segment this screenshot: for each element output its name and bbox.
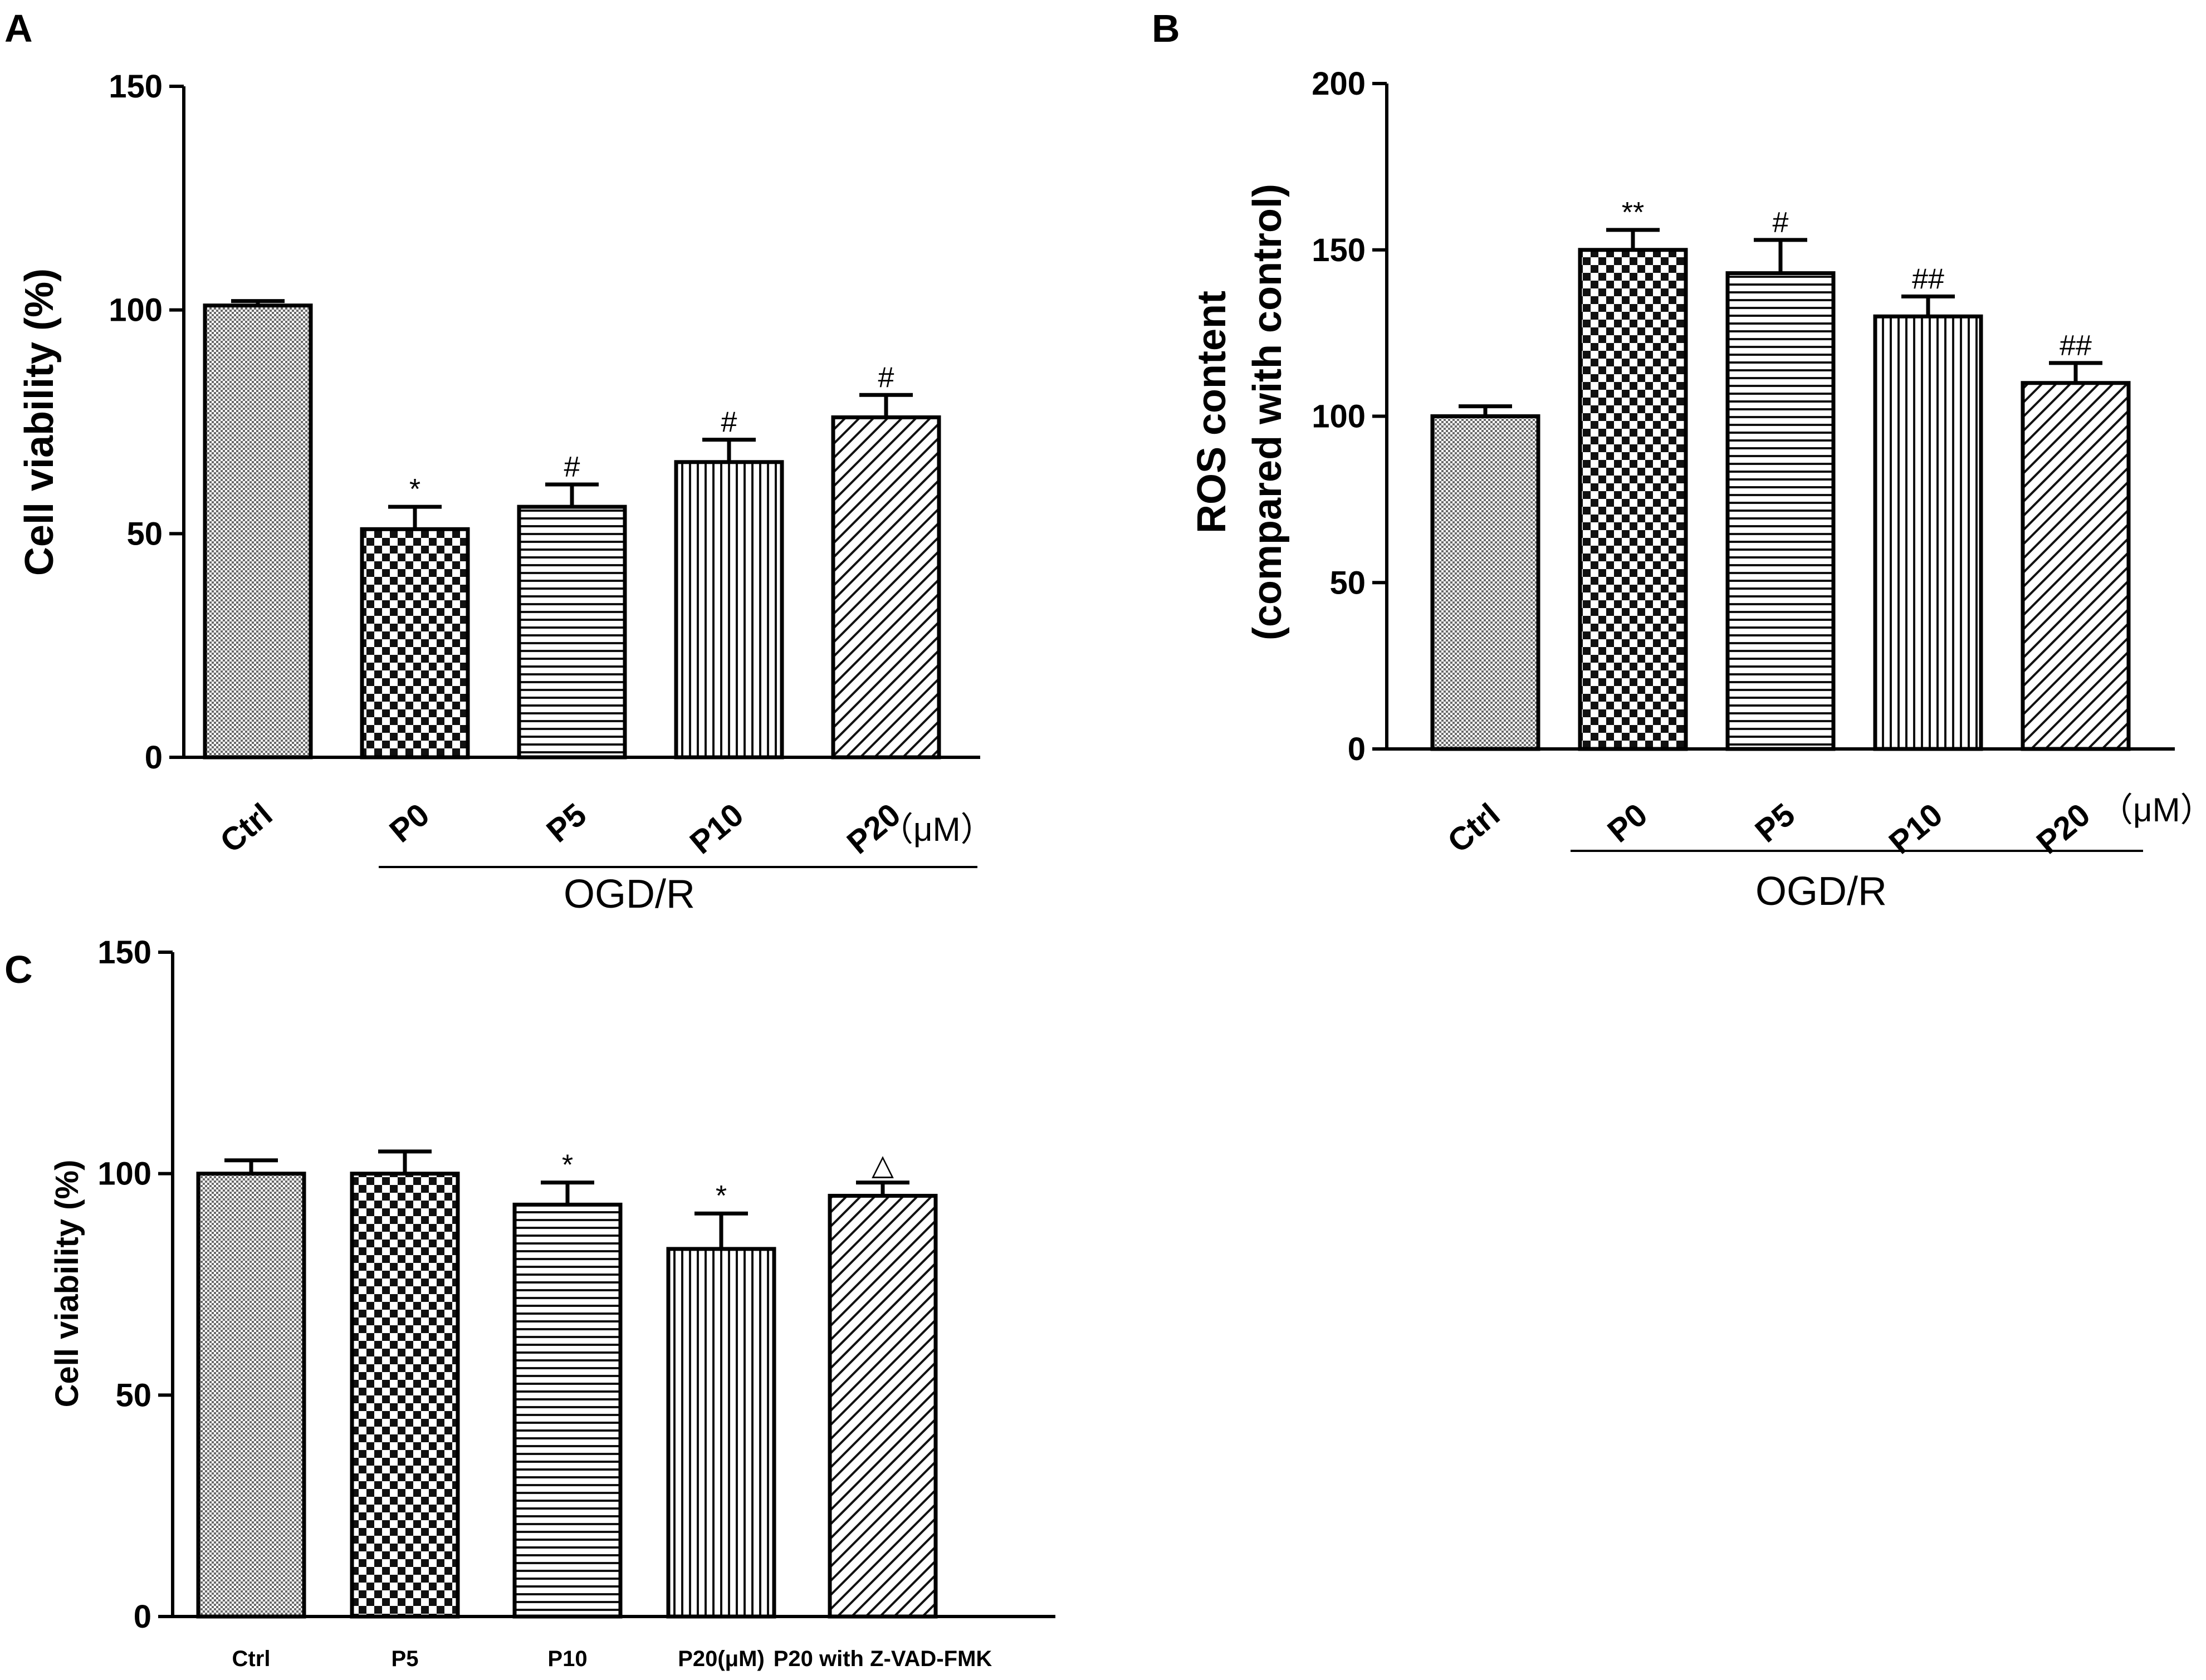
panel-a-unit-label: （μM） xyxy=(880,811,994,848)
panel-c-category-label: P5 xyxy=(392,1647,419,1671)
panel-a-ytick-label: 50 xyxy=(126,516,163,552)
panel-b-ytick-label: 150 xyxy=(1312,232,1366,268)
panel-b-letter: B xyxy=(1152,7,1180,50)
panel-a-y-label: Cell viability (%) xyxy=(17,268,62,576)
panel-b-bar xyxy=(1578,248,1688,751)
panel-b-significance: ## xyxy=(1912,263,1944,295)
panel-b-y-label-line1: ROS content xyxy=(1190,291,1234,533)
panel-b-category-label: P5 xyxy=(1748,796,1802,849)
panel-b-category-label: Ctrl xyxy=(1441,796,1506,860)
panel-c-bar xyxy=(666,1247,776,1619)
panel-b-bar xyxy=(2021,381,2131,751)
panel-b-bar xyxy=(1725,271,1836,751)
panel-a-bar xyxy=(517,505,627,760)
panel-a-category-label: P0 xyxy=(383,796,436,849)
panel-c-ytick-label: 50 xyxy=(115,1377,151,1413)
panel-c-y-label: Cell viability (%) xyxy=(49,1160,85,1408)
panel-c-bar xyxy=(828,1193,938,1619)
panel-b-significance: # xyxy=(1773,207,1789,239)
panel-a-significance: # xyxy=(564,451,580,483)
panel-a-group-label: OGD/R xyxy=(564,872,695,917)
panel-a-category-label: Ctrl xyxy=(213,796,279,860)
panel-b-significance: ** xyxy=(1622,197,1644,229)
panel-c-significance: △ xyxy=(872,1149,894,1182)
panel-c-letter: C xyxy=(4,948,33,991)
panel-a-category-label: P10 xyxy=(683,796,751,861)
panel-b-ytick-label: 0 xyxy=(1348,731,1366,767)
panel-a-significance: * xyxy=(409,473,420,506)
panel-b-group-label: OGD/R xyxy=(1755,869,1887,914)
panel-a: A 0 50 100 150 Cell viability (%) Ctrl * P0 # P5 # P… xyxy=(4,7,994,917)
panel-c-bar xyxy=(350,1172,460,1619)
panel-c-ytick-label: 100 xyxy=(97,1156,151,1192)
panel-c-category-label: Ctrl xyxy=(232,1647,271,1671)
panel-c-category-label: P20(μM) xyxy=(678,1647,765,1671)
panel-b-bar xyxy=(1873,314,1983,751)
panel-b-bar xyxy=(1430,414,1540,751)
panel-c-significance: * xyxy=(562,1149,573,1182)
panel-a-letter: A xyxy=(4,7,33,50)
panel-c-ytick-label: 150 xyxy=(97,934,151,971)
panel-b-y-label-line2: (compared with control) xyxy=(1245,184,1290,640)
panel-b: B 0 50 100 150 200 ROS content (compared with c… xyxy=(1152,7,2206,914)
panel-a-bar xyxy=(203,303,313,760)
panel-c-ytick-label: 0 xyxy=(134,1599,151,1635)
panel-c-category-label: P10 xyxy=(547,1647,587,1671)
panel-b-category-label: P0 xyxy=(1601,796,1654,849)
panel-a-category-label: P5 xyxy=(540,796,593,849)
panel-a-ytick-label: 150 xyxy=(109,68,163,105)
panel-a-ytick-label: 100 xyxy=(109,292,163,329)
panel-b-unit-label: （μM） xyxy=(2100,791,2206,829)
panel-b-ytick-label: 50 xyxy=(1329,565,1366,601)
panel-a-bar xyxy=(360,527,470,760)
panel-c-bar xyxy=(196,1172,306,1619)
panel-c-category-label: P20 with Z-VAD-FMK xyxy=(774,1647,992,1671)
panel-a-significance: # xyxy=(878,361,894,394)
panel-c-bar xyxy=(512,1202,623,1619)
panel-a-ytick-label: 0 xyxy=(145,739,163,776)
panel-b-ytick-label: 200 xyxy=(1312,66,1366,102)
panel-b-significance: ## xyxy=(2060,330,2092,362)
panel-a-significance: # xyxy=(721,406,737,439)
panel-b-ytick-label: 100 xyxy=(1312,399,1366,435)
panel-c-significance: * xyxy=(716,1180,727,1212)
panel-a-bar xyxy=(831,415,941,760)
panel-c: C 0 50 100 150 Cell viability (%) Ctrl P5 * P10 * P… xyxy=(4,934,1055,1671)
panel-a-bar xyxy=(674,460,784,760)
